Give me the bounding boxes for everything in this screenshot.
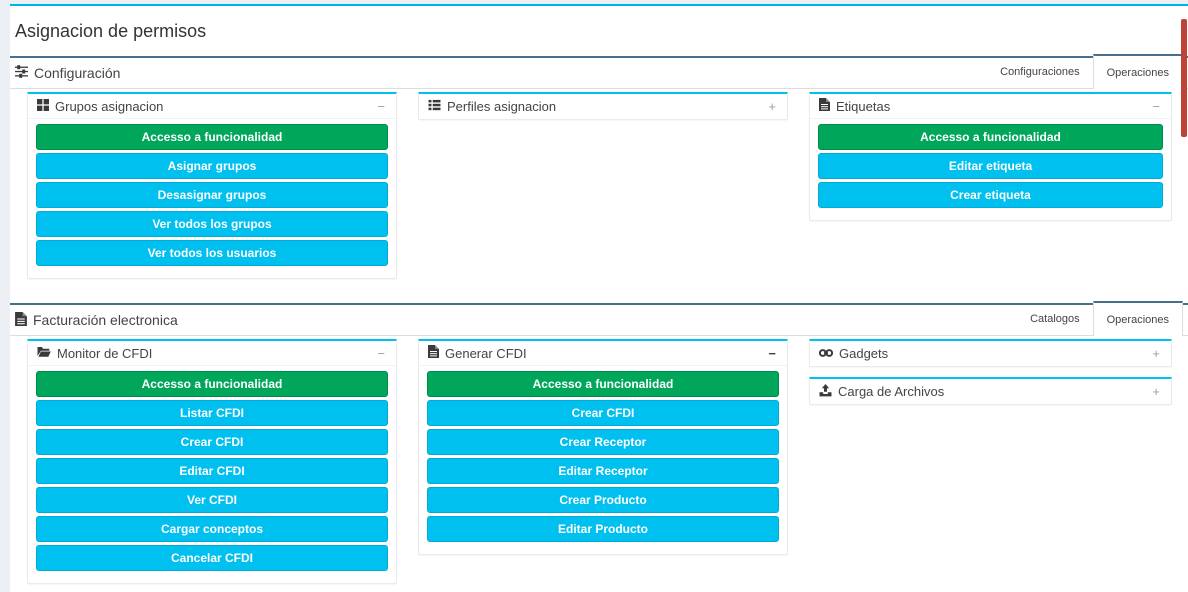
panel-title-label: Gadgets <box>839 346 889 361</box>
tab-operaciones-facturacion[interactable]: Operaciones <box>1092 301 1183 336</box>
file-icon <box>428 345 439 361</box>
panel-title-etiquetas: Etiquetas <box>819 98 890 114</box>
generar-editar-producto-button[interactable]: Editar Producto <box>427 516 779 542</box>
monitor-editar-cfdi-button[interactable]: Editar CFDI <box>36 458 388 484</box>
panel-body-generar: Accesso a funcionalidad Crear CFDI Crear… <box>419 366 787 554</box>
panel-etiquetas: Etiquetas − Accesso a funcionalidad Edit… <box>809 92 1172 221</box>
scrollbar-thumb[interactable] <box>1181 19 1187 137</box>
section-header-facturacion: Facturación electronica Catalogos Operac… <box>10 301 1188 336</box>
panel-title-label: Etiquetas <box>836 98 891 114</box>
panel-title-label: Perfiles asignacion <box>447 99 557 114</box>
section-title-label: Configuración <box>34 65 121 81</box>
panel-title-label: Carga de Archivos <box>838 384 945 399</box>
collapse-button-monitor[interactable]: − <box>377 345 385 361</box>
grupos-asignar-grupos-button[interactable]: Asignar grupos <box>36 153 388 179</box>
expand-button-perfiles[interactable]: + <box>768 99 776 114</box>
panel-header-gadgets: Gadgets + <box>810 341 1171 366</box>
generar-accesso-funcionalidad-button[interactable]: Accesso a funcionalidad <box>427 371 779 397</box>
grupos-ver-todos-usuarios-button[interactable]: Ver todos los usuarios <box>36 240 388 266</box>
etiquetas-accesso-funcionalidad-button[interactable]: Accesso a funcionalidad <box>818 124 1163 150</box>
grid-icon <box>37 98 49 114</box>
section-title-label: Facturación electronica <box>33 312 178 328</box>
sliders-icon <box>15 65 28 81</box>
tab-catalogos[interactable]: Catalogos <box>1017 301 1093 336</box>
panel-title-carga: Carga de Archivos <box>819 383 945 400</box>
monitor-cancelar-cfdi-button[interactable]: Cancelar CFDI <box>36 545 388 571</box>
section-configuracion: Configuración Configuraciones Operacione… <box>10 54 1188 279</box>
panel-title-gadgets: Gadgets <box>818 346 889 361</box>
monitor-accesso-funcionalidad-button[interactable]: Accesso a funcionalidad <box>36 371 388 397</box>
main-content-card: Asignacion de permisos Configuración Con… <box>10 4 1188 592</box>
section-title-configuracion: Configuración <box>10 65 120 81</box>
collapse-button-etiquetas[interactable]: − <box>1152 98 1160 114</box>
tabs-configuracion: Configuraciones Operaciones <box>987 54 1183 89</box>
panel-title-label: Generar CFDI <box>445 345 527 361</box>
monitor-crear-cfdi-button[interactable]: Crear CFDI <box>36 429 388 455</box>
panel-generar-cfdi: Generar CFDI − Accesso a funcionalidad C… <box>418 339 788 555</box>
section-title-facturacion: Facturación electronica <box>10 311 178 329</box>
tab-configuraciones[interactable]: Configuraciones <box>987 54 1093 89</box>
grupos-desasignar-grupos-button[interactable]: Desasignar grupos <box>36 182 388 208</box>
generar-editar-receptor-button[interactable]: Editar Receptor <box>427 458 779 484</box>
section-header-configuracion: Configuración Configuraciones Operacione… <box>10 54 1188 89</box>
file-icon <box>819 98 830 114</box>
section-facturacion: Facturación electronica Catalogos Operac… <box>10 301 1188 584</box>
panel-title-label: Monitor de CFDI <box>57 345 153 361</box>
page-title: Asignacion de permisos <box>15 21 207 41</box>
panel-carga-archivos: Carga de Archivos + <box>809 377 1172 405</box>
link-icon <box>818 346 834 361</box>
grupos-accesso-funcionalidad-button[interactable]: Accesso a funcionalidad <box>36 124 388 150</box>
panel-gadgets: Gadgets + <box>809 339 1172 367</box>
list-icon <box>428 99 441 114</box>
expand-button-gadgets[interactable]: + <box>1152 346 1160 361</box>
upload-icon <box>819 383 832 400</box>
collapse-button-generar[interactable]: − <box>768 345 776 361</box>
panel-header-monitor: Monitor de CFDI − <box>28 341 396 366</box>
panel-header-carga: Carga de Archivos + <box>810 379 1171 404</box>
panel-title-grupos: Grupos asignacion <box>37 98 164 114</box>
panel-title-generar: Generar CFDI <box>428 345 527 361</box>
etiquetas-crear-etiqueta-button[interactable]: Crear etiqueta <box>818 182 1163 208</box>
monitor-ver-cfdi-button[interactable]: Ver CFDI <box>36 487 388 513</box>
panel-title-perfiles: Perfiles asignacion <box>428 99 556 114</box>
tab-operaciones-configuracion[interactable]: Operaciones <box>1092 54 1183 89</box>
panel-header-etiquetas: Etiquetas − <box>810 94 1171 119</box>
panels-row-configuracion: Grupos asignacion − Accesso a funcionali… <box>10 89 1188 279</box>
generar-crear-receptor-button[interactable]: Crear Receptor <box>427 429 779 455</box>
grupos-ver-todos-grupos-button[interactable]: Ver todos los grupos <box>36 211 388 237</box>
monitor-cargar-conceptos-button[interactable]: Cargar conceptos <box>36 516 388 542</box>
file-icon <box>15 311 27 329</box>
panel-header-perfiles: Perfiles asignacion + <box>419 94 787 119</box>
folder-open-icon <box>37 346 51 361</box>
panel-body-etiquetas: Accesso a funcionalidad Editar etiqueta … <box>810 119 1171 220</box>
collapse-button-grupos[interactable]: − <box>377 98 385 114</box>
column-gadgets-carga: Gadgets + Carga de Archivos + <box>809 339 1172 405</box>
etiquetas-editar-etiqueta-button[interactable]: Editar etiqueta <box>818 153 1163 179</box>
expand-button-carga[interactable]: + <box>1152 384 1160 399</box>
panel-body-grupos: Accesso a funcionalidad Asignar grupos D… <box>28 119 396 278</box>
generar-crear-cfdi-button[interactable]: Crear CFDI <box>427 400 779 426</box>
panel-monitor-cfdi: Monitor de CFDI − Accesso a funcionalida… <box>27 339 397 584</box>
panel-title-monitor: Monitor de CFDI <box>37 346 152 361</box>
panel-header-grupos: Grupos asignacion − <box>28 94 396 119</box>
panel-title-label: Grupos asignacion <box>55 98 164 114</box>
tabs-facturacion: Catalogos Operaciones <box>1017 301 1183 336</box>
monitor-listar-cfdi-button[interactable]: Listar CFDI <box>36 400 388 426</box>
panel-perfiles-asignacion: Perfiles asignacion + <box>418 92 788 120</box>
panel-header-generar: Generar CFDI − <box>419 341 787 366</box>
panels-row-facturacion: Monitor de CFDI − Accesso a funcionalida… <box>10 336 1188 584</box>
generar-crear-producto-button[interactable]: Crear Producto <box>427 487 779 513</box>
panel-grupos-asignacion: Grupos asignacion − Accesso a funcionali… <box>27 92 397 279</box>
panel-body-monitor: Accesso a funcionalidad Listar CFDI Crea… <box>28 366 396 583</box>
